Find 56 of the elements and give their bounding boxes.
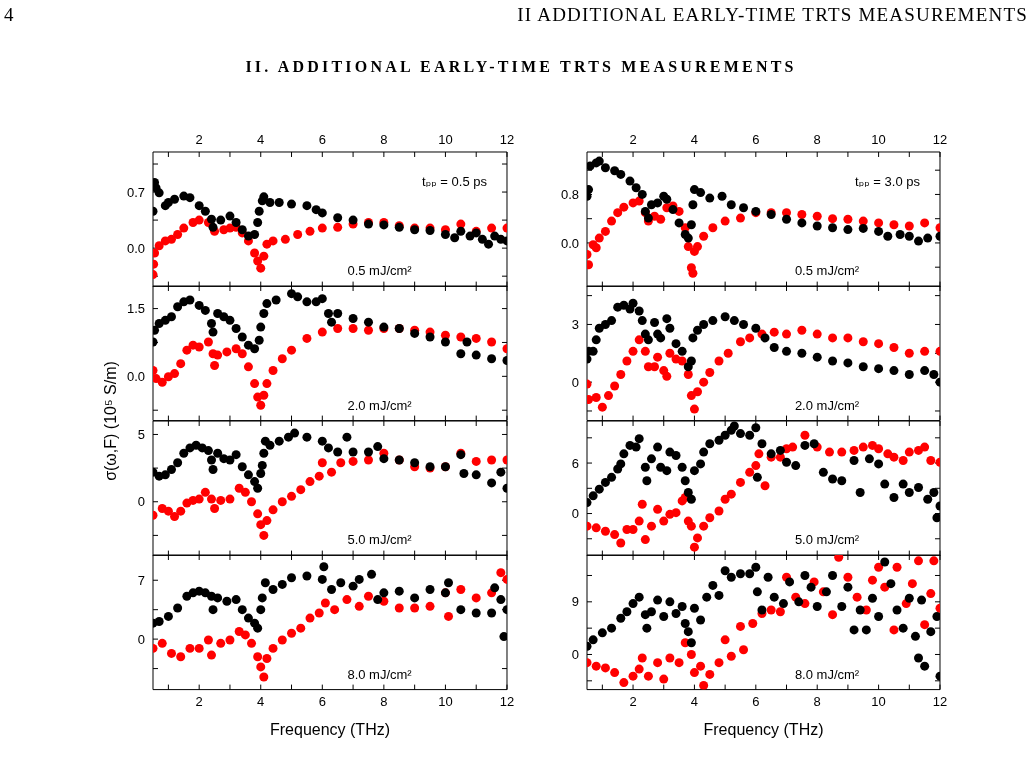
x-tick-label: 10	[438, 694, 453, 710]
y-tick-label: 0.8	[560, 186, 580, 202]
y-tick-label: 5	[137, 426, 146, 442]
x2-tick-label: 4	[690, 131, 699, 147]
x-axis-title: Frequency (THz)	[703, 721, 824, 739]
y-tick-label: 6	[571, 455, 580, 471]
x-tick-label: 4	[690, 694, 699, 710]
x2-tick-label: 12	[932, 131, 948, 147]
y-tick-label: 0.7	[126, 184, 146, 200]
x2-tick-label: 2	[629, 131, 637, 147]
annotation: 8.0 mJ/cm²	[347, 666, 412, 683]
text: II ADDITIONAL EARLY-TIME TRTS MEASUREMENTS	[517, 3, 1028, 26]
annotation: 2.0 mJ/cm²	[794, 397, 860, 413]
x2-tick-label: 6	[318, 131, 326, 147]
y-tick-label: 0	[571, 647, 580, 663]
x2-tick-label: 8	[380, 131, 388, 147]
x-tick-label: 2	[629, 694, 637, 710]
x-axis-title: Frequency (THz)	[269, 721, 391, 739]
annotation: 5.0 mJ/cm²	[794, 532, 860, 548]
x-tick-label: 6	[318, 694, 326, 710]
x-tick-label: 8	[380, 694, 388, 710]
annotation: 5.0 mJ/cm²	[347, 532, 412, 548]
y-tick-label: 0.0	[126, 240, 146, 256]
chart-title: II. ADDITIONAL EARLY-TIME TRTS MEASUREMENTS	[245, 58, 797, 76]
y-axis-title: σ(ω,F) (10⁵ S/m)	[102, 360, 120, 481]
x2-tick-label: 12	[499, 131, 515, 147]
y-tick-label: 7	[137, 573, 146, 589]
x-tick-label: 2	[195, 694, 203, 710]
y-tick-label: 0	[571, 374, 580, 390]
annotation: 0.5 mJ/cm²	[794, 262, 860, 279]
y-tick-label: 9	[571, 594, 580, 610]
annotation: tₚₚ = 0.5 ps	[422, 173, 487, 189]
x2-tick-label: 6	[752, 131, 760, 147]
annotation: tₚₚ = 3.0 ps	[855, 173, 920, 189]
x2-tick-label: 10	[871, 131, 886, 147]
x-tick-label: 6	[752, 694, 760, 710]
y-tick-label: 0	[137, 632, 146, 648]
y-tick-label: 3	[571, 317, 580, 333]
annotation: 2.0 mJ/cm²	[347, 397, 412, 413]
x-tick-label: 4	[257, 694, 265, 710]
x2-tick-label: 10	[438, 131, 453, 147]
y-tick-label: 1.5	[126, 301, 146, 317]
annotation: 8.0 mJ/cm²	[794, 666, 860, 683]
text: 4	[4, 3, 14, 26]
x2-tick-label: 2	[195, 131, 203, 147]
x-tick-label: 10	[871, 694, 886, 710]
y-tick-label: 0	[137, 494, 146, 510]
y-tick-label: 0	[571, 505, 580, 521]
y-tick-label: 0.0	[126, 369, 146, 385]
x-tick-label: 12	[932, 694, 948, 710]
x-tick-label: 8	[813, 694, 821, 710]
x2-tick-label: 4	[257, 131, 265, 147]
x-tick-label: 12	[499, 694, 515, 710]
annotation: 0.5 mJ/cm²	[347, 262, 412, 279]
x2-tick-label: 8	[813, 131, 821, 147]
y-tick-label: 0.0	[560, 235, 580, 251]
